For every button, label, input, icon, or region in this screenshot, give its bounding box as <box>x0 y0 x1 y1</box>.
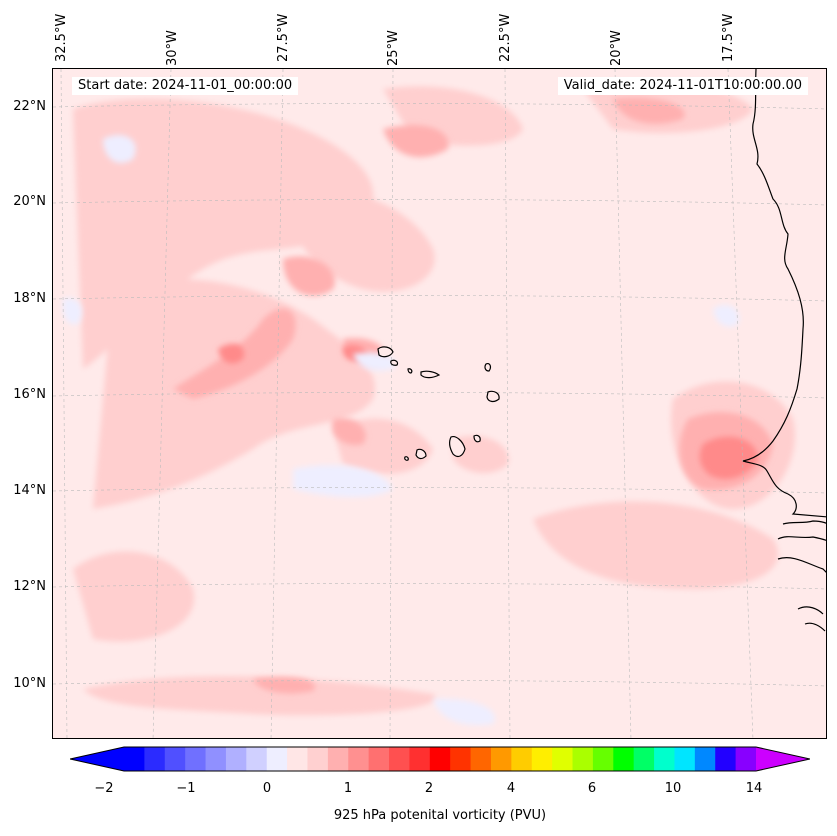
colorbar-segment <box>592 747 614 771</box>
colorbar-segment <box>674 747 696 771</box>
colorbar-under-arrow <box>70 747 124 771</box>
pv-negative-contours <box>62 135 739 726</box>
colorbar-segment <box>348 747 370 771</box>
colorbar-segment <box>185 747 207 771</box>
lon-label-22.5w: 22.5°W <box>498 13 513 62</box>
colorbar-segment <box>307 747 329 771</box>
lon-label-32.5w: 32.5°W <box>54 13 69 62</box>
colorbar-segment <box>490 747 512 771</box>
lon-label-27.5w: 27.5°W <box>276 13 291 62</box>
colorbar-tick-label: −1 <box>176 781 196 796</box>
start-date-label: Start date: 2024-11-01_00:00:00 <box>72 77 299 95</box>
lat-label-12n: 12°N <box>13 579 46 594</box>
lon-label-25w: 25°W <box>386 30 401 66</box>
lat-label-22n: 22°N <box>13 99 46 114</box>
colorbar-title: 925 hPa potenital vorticity (PVU) <box>333 808 547 823</box>
colorbar-segment <box>266 747 288 771</box>
colorbar-segment <box>735 747 757 771</box>
colorbar-segment <box>144 747 166 771</box>
colorbar-over-arrow <box>756 747 810 771</box>
colorbar-segment <box>552 747 574 771</box>
colorbar-segment <box>511 747 533 771</box>
pv-light-contours <box>73 84 795 716</box>
colorbar-segment <box>694 747 716 771</box>
colorbar-segment <box>287 747 308 771</box>
colorbar-segment <box>205 747 227 771</box>
colorbar-segment <box>327 747 349 771</box>
map-panel <box>52 68 827 739</box>
coastline <box>742 69 826 632</box>
colorbar-segment <box>164 747 186 771</box>
colorbar-tick-label: −2 <box>94 781 114 796</box>
valid-date-label: Valid_date: 2024-11-01T10:00:00.00 <box>557 77 808 95</box>
islands <box>377 346 500 461</box>
colorbar-tick-label: 6 <box>587 781 597 796</box>
colorbar-svg <box>69 746 811 772</box>
colorbar-segment <box>450 747 472 771</box>
colorbar-segment <box>531 747 553 771</box>
colorbar-segment <box>654 747 675 771</box>
pv-field-map <box>53 69 826 738</box>
lon-label-20w: 20°W <box>609 30 624 66</box>
colorbar-segment <box>409 747 431 771</box>
colorbar-segment <box>470 747 492 771</box>
colorbar-segment <box>368 747 390 771</box>
colorbar-tick-label: 2 <box>424 781 434 796</box>
colorbar-segment <box>389 747 410 771</box>
colorbar-segment <box>633 747 655 771</box>
colorbar-segment <box>225 747 247 771</box>
colorbar-segment <box>613 747 635 771</box>
colorbar-tick-label: 1 <box>343 781 353 796</box>
lat-label-14n: 14°N <box>13 483 46 498</box>
colorbar <box>69 745 811 773</box>
colorbar-segment <box>124 747 145 771</box>
lat-label-18n: 18°N <box>13 291 46 306</box>
lat-label-10n: 10°N <box>13 676 46 691</box>
colorbar-tick-label: 0 <box>262 781 272 796</box>
colorbar-tick-label: 14 <box>745 781 763 796</box>
lon-label-30w: 30°W <box>165 30 180 66</box>
colorbar-segment <box>429 747 451 771</box>
colorbar-segment <box>246 747 268 771</box>
graticule <box>53 69 826 738</box>
lon-label-17.5w: 17.5°W <box>721 13 736 62</box>
lat-label-16n: 16°N <box>13 387 46 402</box>
colorbar-tick-label: 10 <box>664 781 682 796</box>
colorbar-segment <box>715 747 737 771</box>
colorbar-segment <box>572 747 594 771</box>
lat-label-20n: 20°N <box>13 194 46 209</box>
colorbar-tick-label: 4 <box>506 781 516 796</box>
